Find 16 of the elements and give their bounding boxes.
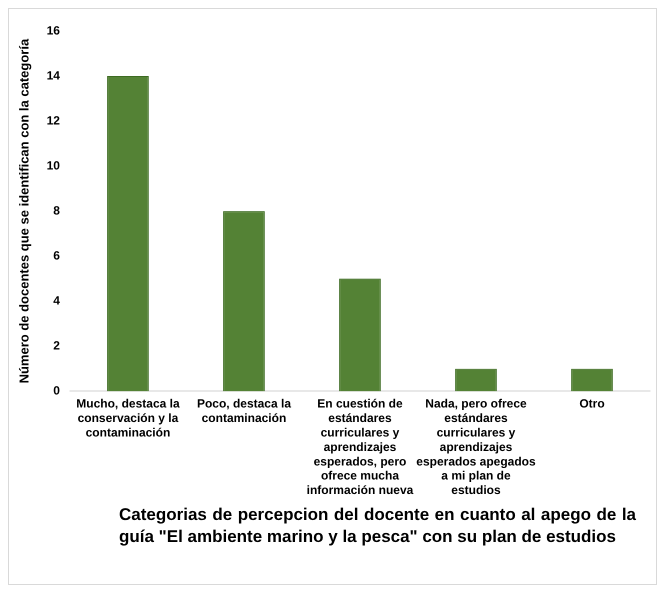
y-tick-label: 0 bbox=[53, 384, 60, 398]
y-tick-label: 8 bbox=[53, 203, 60, 218]
y-tick-label: 14 bbox=[46, 68, 60, 82]
y-tick-label: 4 bbox=[53, 293, 60, 308]
x-tick-label: En cuestión de estándares curriculares y aprendizajes esperados, pero ofrece mucha información nueva bbox=[306, 396, 414, 498]
x-tick-label: Otro bbox=[579, 396, 605, 411]
y-tick-label: 6 bbox=[53, 248, 60, 262]
x-tick-label: Poco, destaca la contaminación bbox=[196, 396, 292, 426]
x-tick-label: Mucho, destaca la conservación y la contaminación bbox=[76, 396, 180, 440]
y-tick-label: 2 bbox=[53, 338, 60, 352]
y-tick-label: 16 bbox=[46, 23, 60, 38]
y-tick-label: 10 bbox=[46, 158, 60, 172]
y-tick-label: 12 bbox=[46, 113, 60, 128]
x-axis-title: Categorias de percepcion del docente en cuanto al apego de la guía "El ambiente marino y la pesca" con su plan de estudios bbox=[119, 504, 636, 548]
x-tick-label: Nada, pero ofrece estándares curriculares y aprendizajes esperados apegados a mi plan de estudios bbox=[416, 396, 536, 498]
y-axis-title: Número de docentes que se identifican con la categoría bbox=[16, 38, 32, 384]
